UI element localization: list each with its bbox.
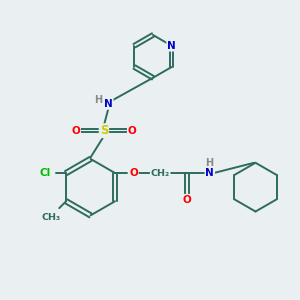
Text: N: N xyxy=(104,99,113,109)
Text: S: S xyxy=(100,124,108,137)
Text: H: H xyxy=(205,158,213,168)
Text: H: H xyxy=(94,95,103,105)
Text: O: O xyxy=(183,195,191,205)
Text: O: O xyxy=(129,168,138,178)
Text: O: O xyxy=(71,126,80,136)
Text: CH₂: CH₂ xyxy=(151,169,170,178)
Text: Cl: Cl xyxy=(39,168,50,178)
Text: O: O xyxy=(128,126,136,136)
Text: N: N xyxy=(167,41,176,51)
Text: CH₃: CH₃ xyxy=(42,213,61,222)
Text: N: N xyxy=(206,168,214,178)
